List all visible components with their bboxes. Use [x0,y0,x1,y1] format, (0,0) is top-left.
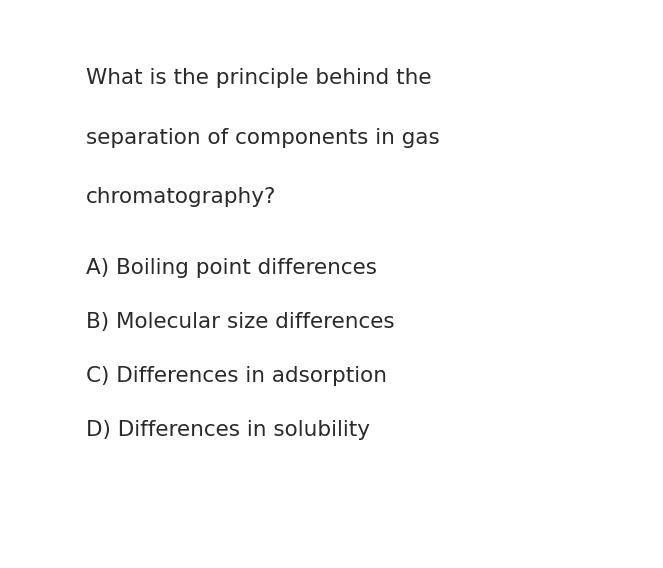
Text: What is the principle behind the: What is the principle behind the [86,68,432,88]
Text: chromatography?: chromatography? [86,187,276,207]
Text: C) Differences in adsorption: C) Differences in adsorption [86,366,387,386]
Text: B) Molecular size differences: B) Molecular size differences [86,312,394,332]
Text: A) Boiling point differences: A) Boiling point differences [86,258,377,278]
Text: D) Differences in solubility: D) Differences in solubility [86,420,370,440]
Text: separation of components in gas: separation of components in gas [86,128,440,148]
